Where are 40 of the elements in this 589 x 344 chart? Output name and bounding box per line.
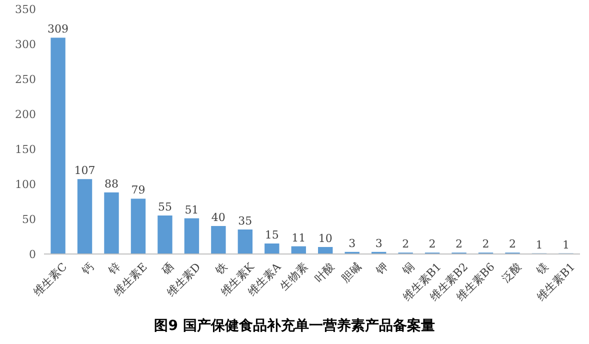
data-label: 55 — [158, 200, 172, 214]
data-label: 40 — [211, 211, 226, 224]
data-label: 2 — [428, 238, 436, 251]
data-label: 3 — [375, 236, 382, 250]
data-label: 10 — [318, 232, 332, 245]
x-tick-label: 钾 — [372, 260, 390, 278]
text: 图9 国产保健食品补充单一营养素产品备案量 — [154, 317, 435, 334]
data-label: 11 — [292, 231, 306, 244]
y-tick-label: 50 — [22, 212, 36, 226]
y-tick-label: 100 — [15, 178, 36, 191]
y-tick-label: 150 — [15, 142, 36, 156]
x-tick-label: 铁 — [212, 260, 230, 278]
x-tick-label: 硒 — [158, 260, 177, 278]
data-label: 2 — [402, 238, 410, 251]
data-label: 107 — [74, 164, 96, 178]
x-tick-label: 钙 — [78, 260, 96, 278]
y-tick-label: 200 — [15, 108, 36, 121]
y-tick-label: 250 — [15, 72, 36, 86]
x-tick-label: 维生素C — [31, 260, 70, 299]
data-label: 79 — [131, 184, 146, 197]
x-tick-label: 铜 — [399, 260, 418, 278]
data-label: 309 — [48, 22, 69, 36]
data-label: 2 — [509, 238, 516, 251]
y-tick-label: 0 — [29, 248, 36, 261]
data-label: 2 — [456, 238, 463, 251]
data-label: 88 — [104, 177, 118, 190]
data-label: 1 — [536, 238, 543, 252]
data-label: 2 — [482, 238, 490, 251]
data-label: 15 — [264, 228, 279, 242]
data-label: 51 — [184, 203, 199, 216]
x-tick-label: 叶酸 — [312, 260, 337, 286]
x-tick-label: 镁 — [533, 260, 551, 278]
data-label: 35 — [238, 214, 252, 228]
x-tick-label: 泛酸 — [499, 260, 524, 286]
x-tick-label: 胆碱 — [338, 260, 364, 286]
y-tick-label: 350 — [15, 2, 36, 16]
data-label: 3 — [348, 236, 356, 250]
x-tick-label: 锌 — [105, 260, 124, 278]
y-tick-label: 300 — [15, 38, 36, 51]
data-label: 1 — [562, 238, 570, 252]
